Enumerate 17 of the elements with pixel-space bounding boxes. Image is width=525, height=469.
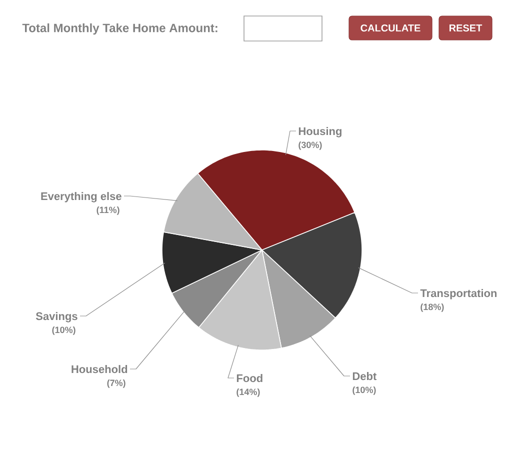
text: CALCULATE [360, 24, 420, 32]
slice-label: Transportation [420, 289, 497, 300]
data-label: (30%) [298, 141, 322, 150]
data-label: (14%) [236, 388, 260, 397]
text: RESET [450, 24, 482, 32]
slice-label: Savings [36, 312, 78, 322]
slice-label: Everything else [41, 192, 122, 202]
text: Total Monthly Take Home Amount: [22, 23, 218, 35]
data-label: (11%) [96, 206, 120, 215]
data-label: (7%) [107, 379, 126, 388]
slice-label: Food [236, 374, 262, 382]
data-label: (18%) [420, 303, 444, 312]
data-label: (10%) [352, 386, 376, 395]
data-label: (10%) [52, 326, 76, 335]
slice-label: Housing [298, 127, 342, 138]
slice-label: Debt [352, 372, 377, 380]
slice-label: Household [72, 365, 128, 374]
